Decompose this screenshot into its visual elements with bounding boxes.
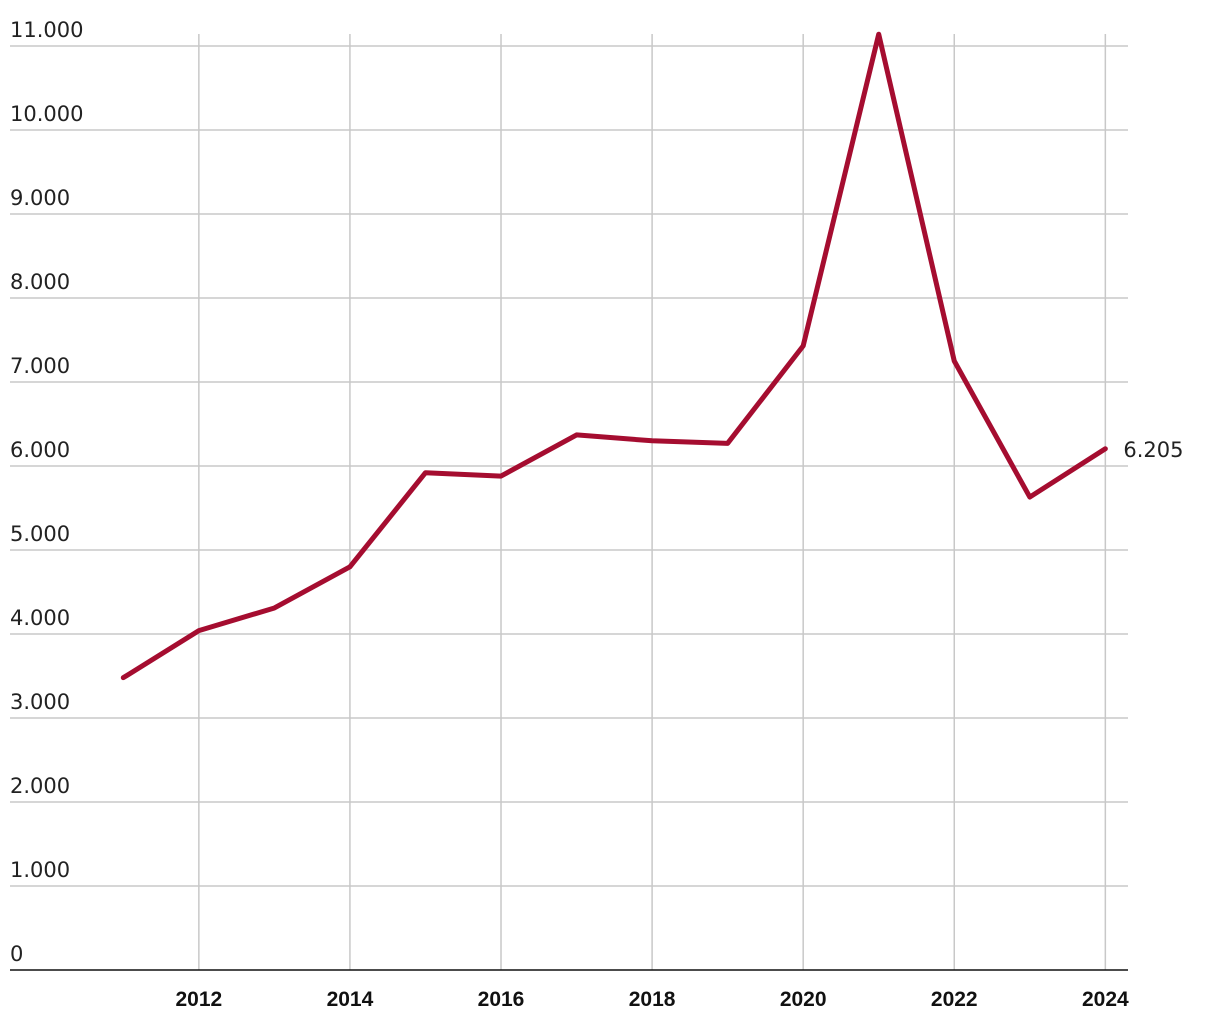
x-tick-label: 2016 — [478, 988, 525, 1011]
y-tick-label: 10.000 — [10, 102, 83, 126]
y-tick-label: 5.000 — [10, 522, 70, 546]
y-tick-label: 9.000 — [10, 186, 70, 210]
y-tick-label: 7.000 — [10, 354, 70, 378]
y-tick-label: 2.000 — [10, 774, 70, 798]
y-tick-label: 3.000 — [10, 690, 70, 714]
x-tick-label: 2018 — [629, 988, 676, 1011]
x-tick-label: 2024 — [1082, 988, 1129, 1011]
y-tick-label: 8.000 — [10, 270, 70, 294]
x-tick-label: 2012 — [175, 988, 222, 1011]
x-tick-label: 2022 — [931, 988, 978, 1011]
x-tick-label: 2014 — [327, 988, 374, 1011]
x-tick-label: 2020 — [780, 988, 827, 1011]
y-tick-label: 6.000 — [10, 438, 70, 462]
y-tick-label: 11.000 — [10, 18, 83, 42]
y-tick-label: 1.000 — [10, 858, 70, 882]
y-tick-label: 0 — [10, 942, 23, 966]
data-label: 6.205 — [1123, 438, 1183, 462]
y-tick-label: 4.000 — [10, 606, 70, 630]
data-line — [120, 31, 1108, 681]
